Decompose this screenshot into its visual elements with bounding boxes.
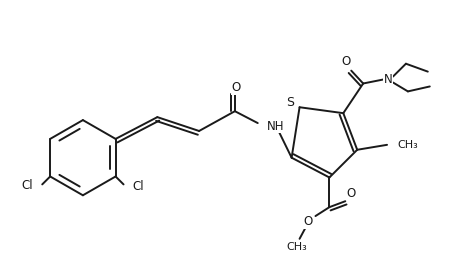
Text: CH₃: CH₃ bbox=[286, 242, 307, 252]
Text: NH: NH bbox=[267, 119, 284, 133]
Text: O: O bbox=[231, 81, 240, 94]
Text: N: N bbox=[384, 73, 393, 86]
Text: Cl: Cl bbox=[22, 179, 33, 192]
Text: O: O bbox=[342, 55, 351, 68]
Text: S: S bbox=[287, 96, 294, 109]
Text: Cl: Cl bbox=[132, 180, 144, 193]
Text: O: O bbox=[303, 215, 312, 229]
Text: CH₃: CH₃ bbox=[397, 140, 418, 150]
Text: O: O bbox=[347, 187, 356, 200]
